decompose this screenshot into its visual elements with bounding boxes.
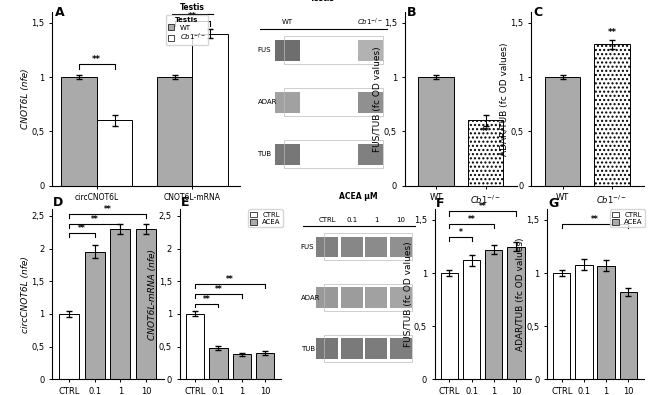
Text: F: F (436, 197, 444, 210)
Text: $Cb1^{-/-}$: $Cb1^{-/-}$ (358, 17, 384, 28)
Text: ADAR: ADAR (257, 99, 277, 105)
Bar (136, 229, 156, 379)
Bar (283, 141, 383, 168)
Bar (97, 120, 133, 186)
Bar (192, 34, 228, 186)
Bar (186, 314, 204, 379)
Bar (317, 288, 339, 308)
Bar (276, 40, 300, 60)
Text: 1: 1 (374, 216, 378, 222)
Bar (317, 237, 339, 257)
Legend: CTRL, ACEA: CTRL, ACEA (610, 209, 645, 227)
Text: WT: WT (282, 19, 293, 25)
Bar (256, 353, 274, 379)
Bar (209, 348, 228, 379)
Bar (389, 237, 411, 257)
Bar (365, 288, 387, 308)
Legend: WT, $Cb1^{-/-}$: WT, $Cb1^{-/-}$ (166, 15, 208, 45)
Text: **: ** (104, 205, 111, 214)
Bar (553, 273, 571, 379)
Bar (358, 144, 383, 165)
Y-axis label: ADAR/TUB (fc OD values): ADAR/TUB (fc OD values) (516, 237, 525, 351)
Bar (358, 92, 383, 113)
Text: **: ** (468, 215, 475, 224)
Text: **: ** (91, 215, 99, 224)
Y-axis label: CNOT6L (nfe): CNOT6L (nfe) (21, 68, 30, 129)
Text: E: E (181, 196, 189, 209)
Bar (111, 229, 131, 379)
Text: **: ** (226, 275, 234, 284)
Text: **: ** (591, 215, 599, 224)
Text: A: A (55, 6, 64, 19)
Bar (619, 292, 637, 379)
Text: B: B (407, 6, 416, 19)
Text: **: ** (92, 55, 101, 64)
Bar (157, 77, 192, 186)
Text: 10: 10 (396, 216, 405, 222)
Bar (61, 77, 97, 186)
Y-axis label: FUS/TUB (fc OD values): FUS/TUB (fc OD values) (374, 46, 382, 152)
Bar (341, 288, 363, 308)
Text: TUB: TUB (257, 151, 272, 157)
Text: Testis: Testis (309, 0, 335, 3)
Text: Testis: Testis (180, 4, 205, 12)
Legend: CTRL, ACEA: CTRL, ACEA (248, 209, 283, 227)
Text: TUB: TUB (300, 346, 315, 352)
Text: CTRL: CTRL (318, 216, 336, 222)
Bar (441, 273, 458, 379)
Text: **: ** (188, 12, 197, 21)
Bar (317, 339, 339, 359)
Bar (341, 339, 363, 359)
Bar (283, 88, 383, 116)
Bar (597, 265, 615, 379)
Y-axis label: circCNOT6L (nfe): circCNOT6L (nfe) (21, 256, 30, 333)
Bar (594, 44, 630, 186)
Y-axis label: CNOT6L-mRNA (nfe): CNOT6L-mRNA (nfe) (148, 249, 157, 340)
Text: C: C (533, 6, 542, 19)
Bar (233, 354, 251, 379)
Bar (507, 246, 525, 379)
Text: **: ** (203, 295, 211, 304)
Text: ADAR: ADAR (300, 295, 320, 301)
Bar (463, 260, 480, 379)
Y-axis label: ADAR/TUB (fc OD values): ADAR/TUB (fc OD values) (500, 42, 509, 156)
Bar (389, 339, 411, 359)
Bar (365, 339, 387, 359)
Bar (419, 77, 454, 186)
Text: **: ** (78, 224, 86, 233)
Text: D: D (53, 196, 64, 209)
Bar (276, 92, 300, 113)
Bar (324, 335, 411, 362)
Text: FUS: FUS (257, 47, 271, 53)
Bar (59, 314, 79, 379)
Text: G: G (548, 197, 558, 210)
Text: **: ** (479, 203, 487, 211)
Text: 0.1: 0.1 (346, 216, 358, 222)
Bar (468, 120, 503, 186)
Bar (341, 237, 363, 257)
Bar (389, 288, 411, 308)
Bar (358, 40, 383, 60)
Text: *: * (459, 228, 462, 237)
Bar (545, 77, 580, 186)
Bar (324, 284, 411, 311)
Bar (324, 233, 411, 260)
Bar (575, 265, 593, 379)
Bar (276, 144, 300, 165)
Text: **: ** (214, 285, 222, 294)
Text: FUS: FUS (300, 244, 314, 250)
Bar (283, 36, 383, 64)
Bar (485, 250, 502, 379)
Text: ACEA μM: ACEA μM (339, 192, 377, 201)
Text: **: ** (607, 28, 616, 37)
Y-axis label: FUS/TUB (fc OD values): FUS/TUB (fc OD values) (404, 241, 413, 347)
Bar (365, 237, 387, 257)
Bar (84, 252, 105, 379)
Text: **: ** (481, 127, 490, 136)
